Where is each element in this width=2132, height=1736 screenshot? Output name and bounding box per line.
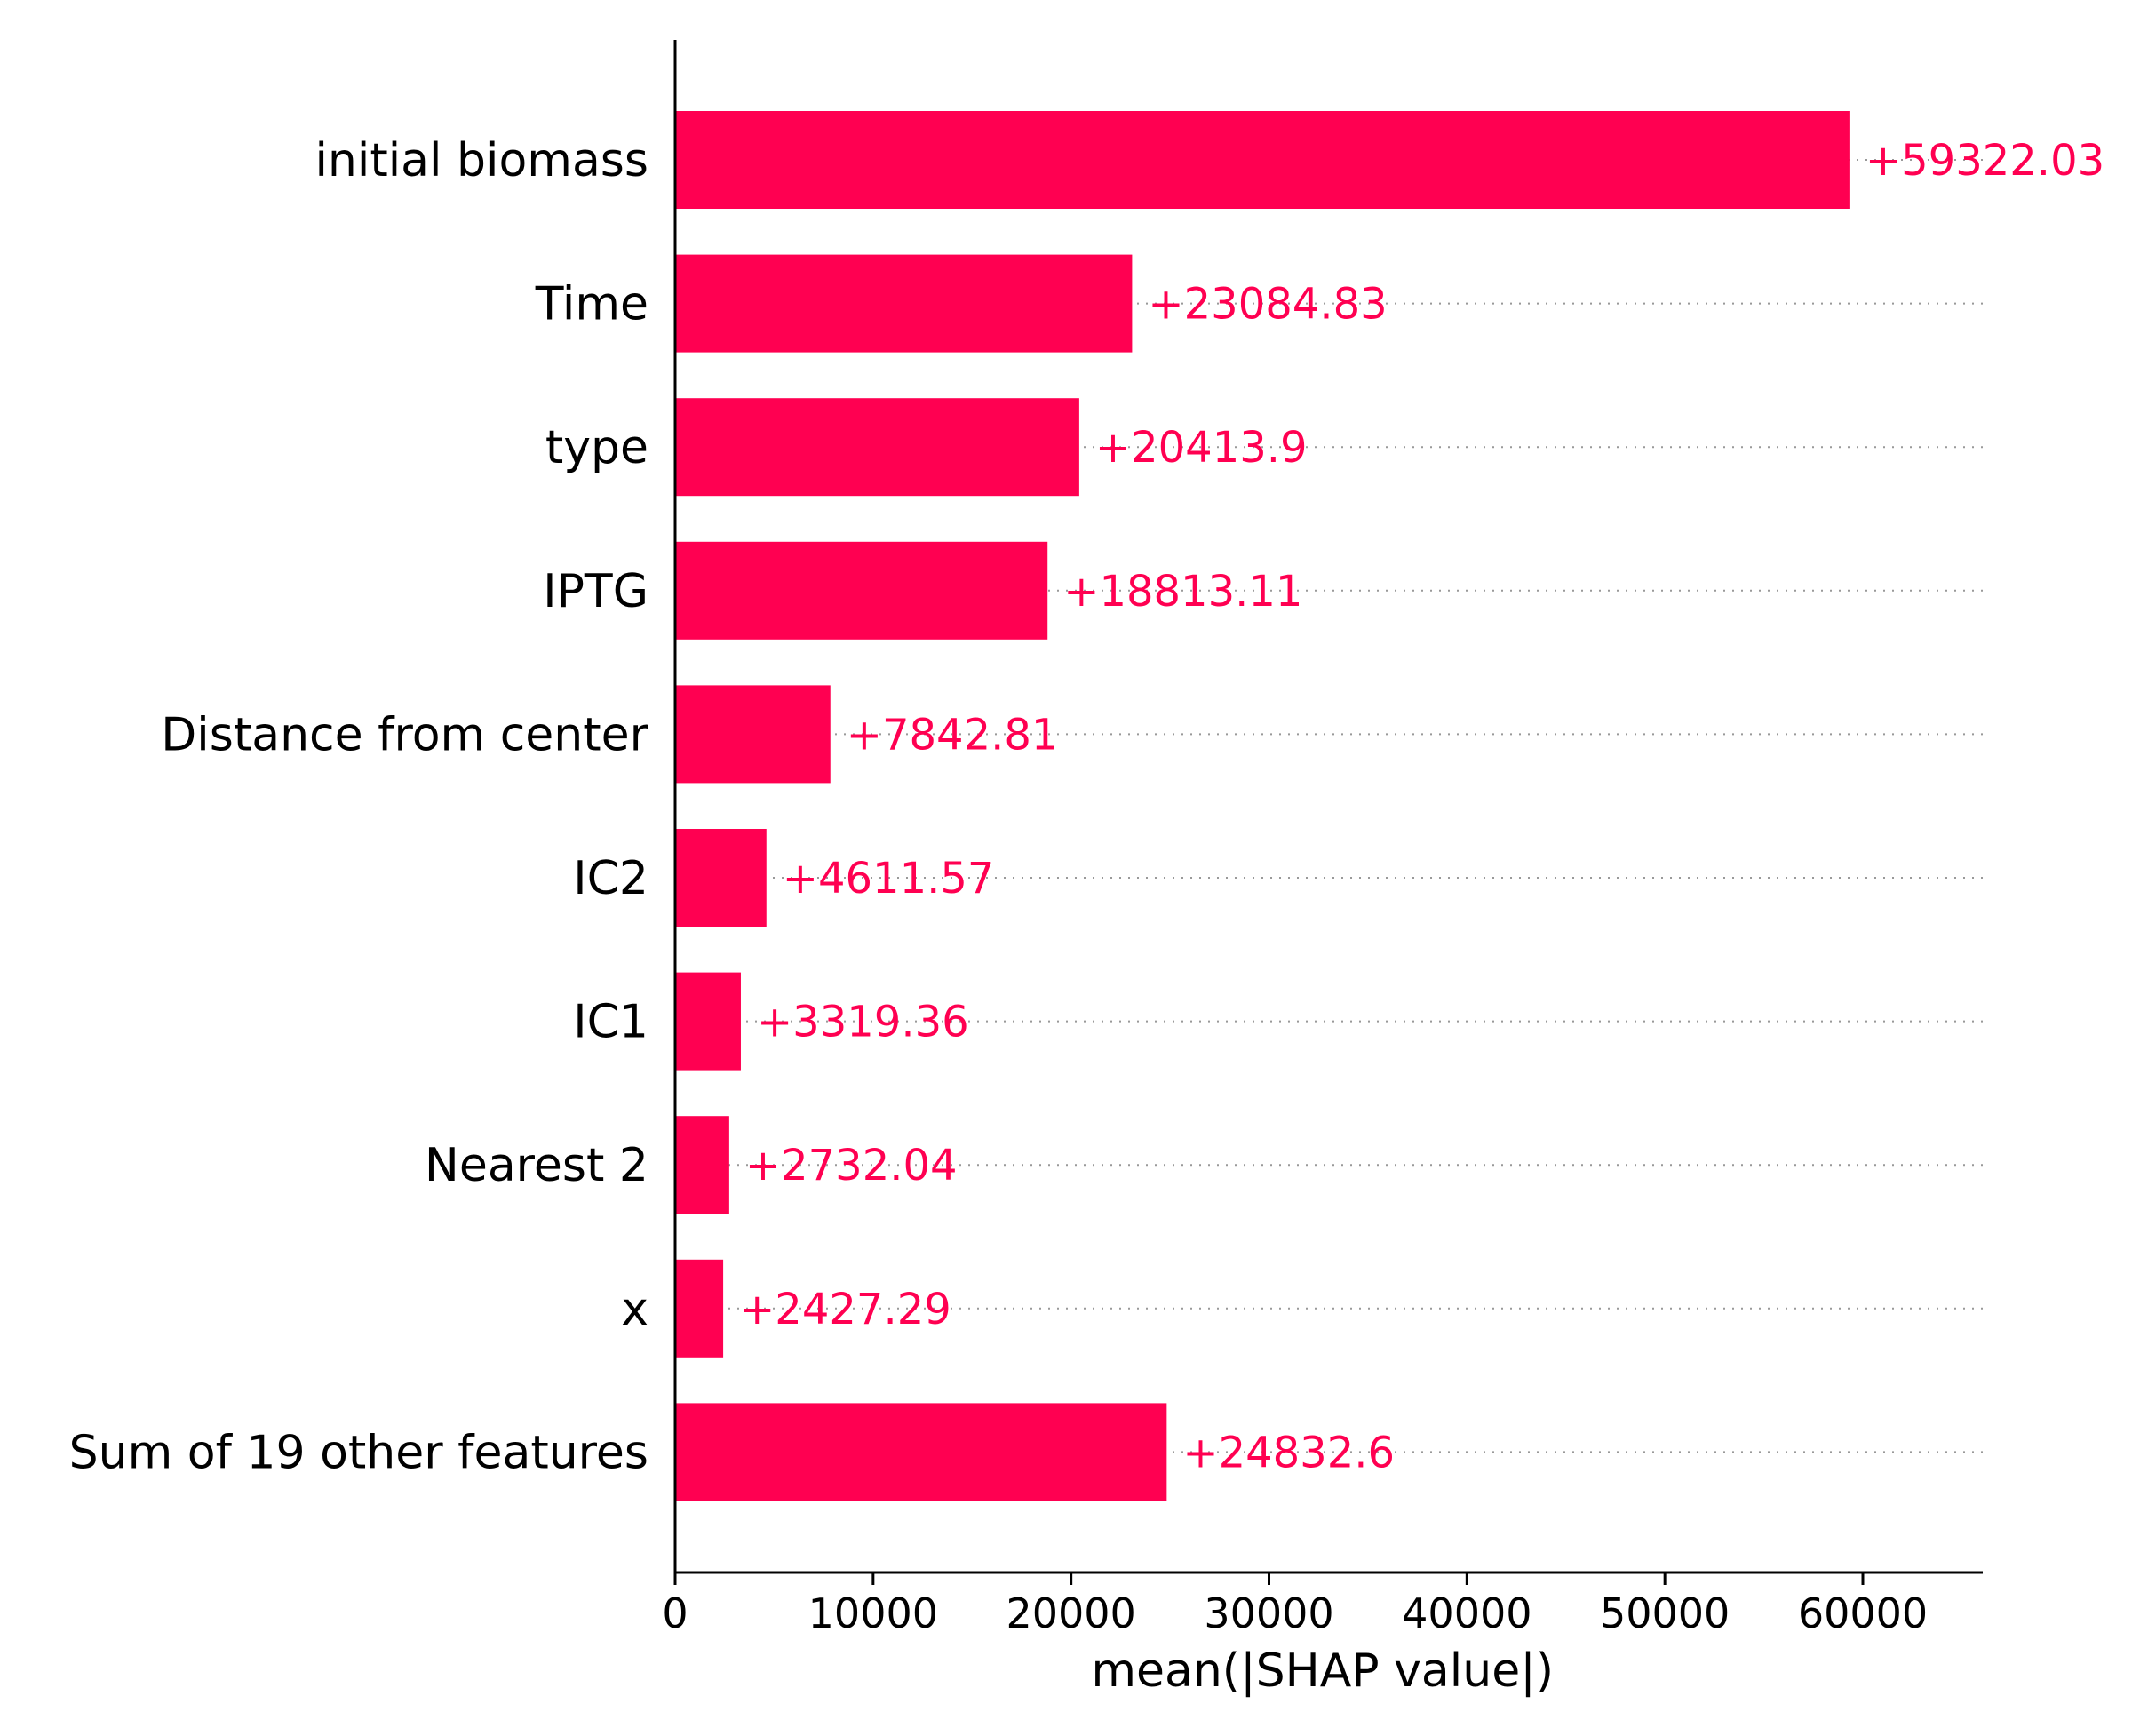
- feature-label: type: [545, 421, 648, 474]
- feature-label: IPTG: [543, 565, 648, 618]
- x-tick-label: 50000: [1600, 1589, 1730, 1637]
- bar-ic2: [675, 829, 767, 927]
- bar-value-label: +23084.83: [1148, 280, 1387, 330]
- x-tick-label: 20000: [1006, 1589, 1135, 1637]
- feature-label: x: [621, 1283, 648, 1336]
- bar-value-label: +20413.9: [1095, 423, 1308, 473]
- bar-x: [675, 1259, 724, 1358]
- feature-label: IC1: [573, 996, 648, 1049]
- bar-time: [675, 254, 1133, 353]
- value-labels-layer: +59322.03 +23084.83 +20413.9 +18813.11 +7842…: [739, 136, 2104, 1477]
- bar-sum-of-19-other-features: [675, 1403, 1167, 1501]
- bar-value-label: +2732.04: [745, 1141, 958, 1191]
- bar-ic1: [675, 972, 741, 1071]
- feature-label: Sum of 19 other features: [69, 1426, 648, 1479]
- bar-value-label: +3319.36: [757, 998, 969, 1047]
- bar-type: [675, 398, 1079, 497]
- feature-label: Nearest 2: [425, 1139, 648, 1192]
- bar-distance-from-center: [675, 685, 831, 784]
- bar-initial-biomass: [675, 111, 1850, 209]
- bar-value-label: +7842.81: [847, 710, 1059, 760]
- bar-iptg: [675, 541, 1048, 640]
- x-tick-label: 30000: [1204, 1589, 1333, 1637]
- feature-label: Distance from center: [161, 708, 648, 761]
- x-tick-label: 40000: [1402, 1589, 1531, 1637]
- guide-lines-layer: [675, 159, 1983, 1453]
- bar-value-label: +24832.6: [1182, 1428, 1395, 1477]
- x-axis-title: mean(|SHAP value|): [1091, 1644, 1554, 1698]
- feature-labels-layer: initial biomass Time type IPTG Distance from…: [69, 134, 649, 1479]
- axes-layer: [673, 40, 1983, 1574]
- x-tick-label: 0: [662, 1589, 688, 1637]
- feature-label: Time: [535, 278, 648, 331]
- bar-value-label: +18813.11: [1063, 567, 1302, 617]
- x-ticks-layer: 0 10000 20000 30000 40000 50000 60000: [662, 1573, 1928, 1637]
- bar-value-label: +59322.03: [1866, 136, 2104, 186]
- x-tick-label: 60000: [1798, 1589, 1928, 1637]
- bar-nearest-2: [675, 1116, 729, 1214]
- bar-value-label: +4611.57: [783, 854, 995, 904]
- bar-value-label: +2427.29: [739, 1285, 951, 1334]
- feature-label: initial biomass: [314, 134, 648, 187]
- x-tick-label: 10000: [808, 1589, 938, 1637]
- feature-label: IC2: [573, 852, 648, 905]
- bars-layer: [675, 111, 1850, 1501]
